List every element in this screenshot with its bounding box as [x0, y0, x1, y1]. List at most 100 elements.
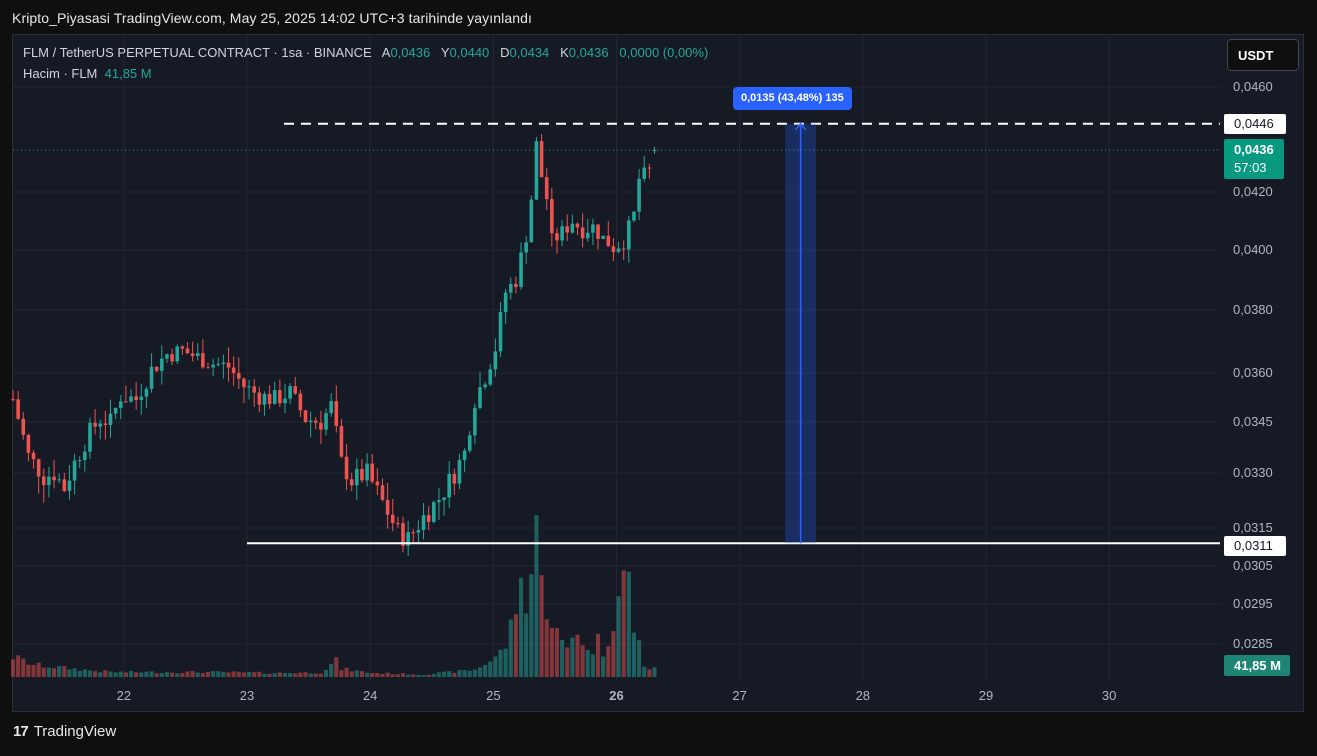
candle-body [11, 399, 15, 401]
volume-bar [462, 670, 467, 677]
volume-bar [62, 665, 67, 677]
candle-body [416, 530, 421, 533]
candle-body [329, 401, 333, 414]
volume-bar [416, 674, 421, 677]
volume-bar [277, 672, 282, 677]
candle-body [221, 362, 226, 365]
time-tick-label: 27 [732, 688, 746, 703]
chart-legend-volume: Hacim · FLM 41,85 M [23, 66, 152, 81]
volume-bar [334, 657, 339, 677]
candle-body [41, 476, 46, 486]
publication-title: Kripto_Piyasasi TradingView.com, May 25,… [12, 10, 532, 26]
change-value: 0,0000 (0,00%) [619, 45, 709, 60]
candle-body [585, 232, 590, 239]
volume-bar [293, 673, 298, 677]
volume-bar [272, 673, 277, 677]
volume-bar [498, 649, 503, 677]
price-tick-label: 0,0460 [1233, 79, 1273, 94]
candle-body [262, 393, 267, 405]
volume-bar [508, 619, 513, 677]
candle-body [550, 199, 554, 234]
volume-bar [570, 637, 575, 677]
candle-body [503, 292, 508, 313]
volume-bar [252, 672, 257, 677]
price-tick-label: 0,0305 [1233, 558, 1273, 573]
candle-body [426, 515, 431, 522]
volume-tag: 41,85 M [1224, 655, 1290, 676]
candle-body [278, 390, 282, 404]
candles [11, 133, 657, 557]
high-label: Y [440, 45, 450, 60]
volume-value: 41,85 M [104, 66, 152, 81]
volume-bar [590, 654, 595, 677]
volume-bar [344, 667, 349, 677]
price-tick-label: 0,0315 [1233, 520, 1273, 535]
candle-body [390, 514, 395, 523]
candle-body [457, 460, 462, 484]
candle-body [621, 248, 626, 250]
volume-bar [170, 672, 175, 677]
volume-bar [472, 669, 477, 677]
volume-bar [467, 670, 472, 677]
candle-body [293, 386, 298, 394]
volume-bar [267, 673, 272, 677]
volume-bar [318, 673, 323, 677]
candle-body [385, 499, 390, 515]
volume-bar [262, 673, 267, 677]
candle-body [334, 401, 339, 427]
volume-bar [477, 667, 483, 677]
volume-bar [442, 671, 447, 677]
volume-bar [565, 647, 570, 677]
volume-bar [108, 671, 113, 677]
candle-body [31, 452, 36, 460]
candle-body [77, 460, 82, 462]
candle-body [283, 398, 287, 404]
candle-body [160, 358, 164, 371]
price-tick-label: 0,0345 [1233, 414, 1273, 429]
candle-body [411, 532, 416, 534]
volume-bar [390, 674, 395, 677]
tradingview-logo[interactable]: 17 TradingView [13, 723, 116, 740]
volume-bar [359, 671, 365, 677]
candle-body [247, 386, 251, 388]
volume-bar [144, 671, 149, 677]
volume-bar [488, 661, 493, 677]
candle-body [211, 364, 215, 368]
bar-countdown: 57:03 [1234, 160, 1267, 175]
volume-bar [518, 577, 524, 677]
price-tick-label: 0,0400 [1233, 242, 1273, 257]
volume-bar [205, 671, 211, 677]
candle-body [406, 532, 410, 546]
candle-body [118, 401, 123, 408]
candle-body [93, 422, 97, 427]
volume-bar [329, 664, 334, 677]
tradingview-logo-text: TradingView [33, 723, 117, 740]
symbol-description[interactable]: FLM / TetherUS PERPETUAL CONTRACT · 1sa … [23, 45, 372, 60]
close-value: 0,0436 [568, 45, 609, 60]
candle-body [252, 386, 256, 393]
price-tick-label: 0,0420 [1233, 184, 1273, 199]
candle-body [514, 283, 518, 288]
candle-body [231, 367, 236, 374]
price-tick-label: 0,0330 [1233, 465, 1273, 480]
candle-body [206, 367, 210, 369]
candle-body [324, 413, 328, 430]
volume-bar [313, 673, 318, 677]
candle-body [62, 479, 67, 491]
volume-bar [257, 671, 262, 677]
candle-body [432, 502, 436, 522]
volume-bar [549, 627, 554, 677]
price-tick-label: 0,0295 [1233, 596, 1273, 611]
volume-bar [513, 614, 518, 677]
volume-bar [149, 671, 154, 677]
volume-bar [216, 671, 221, 677]
currency-button[interactable]: USDT [1227, 39, 1299, 71]
volume-bar [616, 596, 621, 677]
volume-label[interactable]: Hacim · FLM [23, 66, 98, 81]
candle-body [637, 178, 641, 212]
volume-bar [159, 673, 164, 677]
volume-bar [77, 670, 82, 677]
volume-bar [16, 655, 21, 677]
volume-bar [606, 646, 611, 677]
